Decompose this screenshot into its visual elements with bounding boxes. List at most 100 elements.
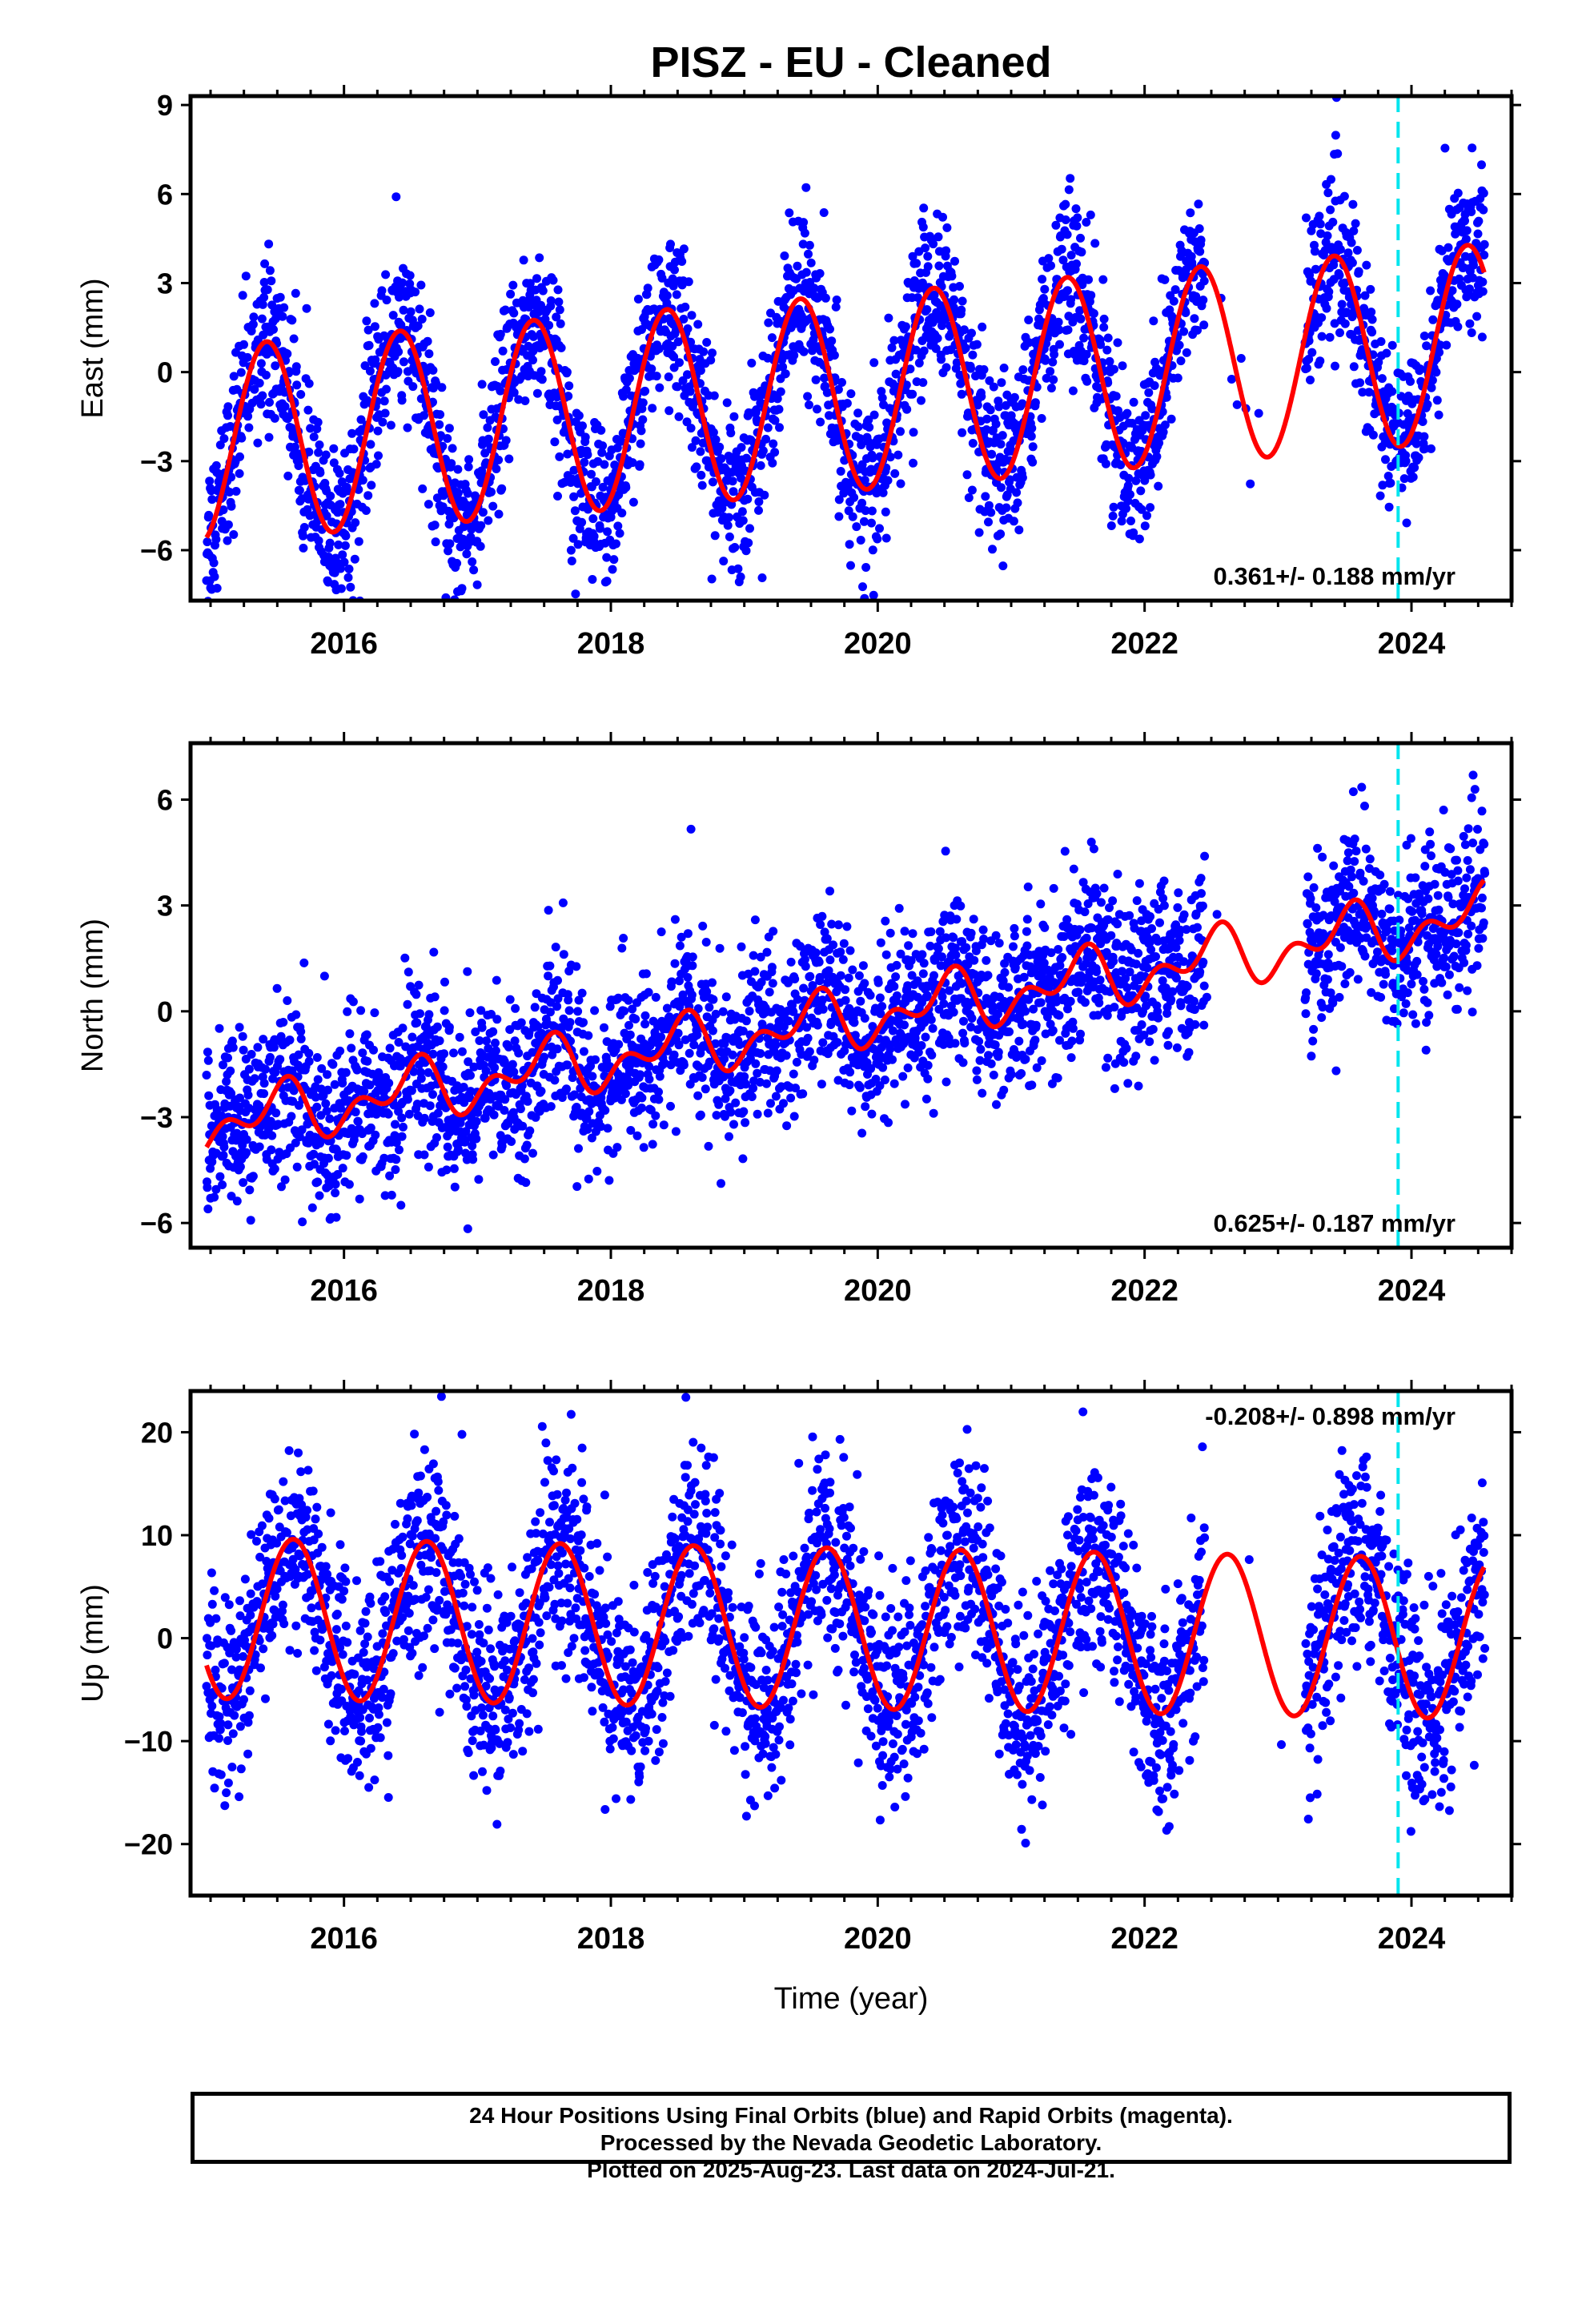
- north-data-point: [424, 1010, 434, 1019]
- east-data-point: [845, 540, 854, 549]
- east-data-point: [1460, 216, 1469, 226]
- east-data-point: [1103, 333, 1113, 343]
- east-data-point: [764, 318, 773, 328]
- north-data-point: [210, 1192, 219, 1202]
- north-data-point: [857, 1128, 867, 1138]
- north-data-point: [520, 1154, 529, 1164]
- east-data-point: [325, 538, 335, 548]
- north-data-point: [466, 1071, 475, 1080]
- north-data-point: [729, 1120, 738, 1129]
- east-data-point: [356, 415, 366, 424]
- east-data-point: [815, 269, 825, 278]
- east-data-point: [1447, 286, 1457, 296]
- east-data-point: [406, 307, 416, 316]
- east-data-point: [1117, 517, 1126, 526]
- east-data-point: [1193, 325, 1202, 335]
- east-data-point: [719, 557, 729, 566]
- north-data-point: [747, 1092, 757, 1101]
- east-data-point: [296, 390, 306, 399]
- north-data-point: [491, 1046, 500, 1055]
- north-data-point: [816, 920, 825, 929]
- north-data-point: [457, 1047, 467, 1056]
- east-data-point: [386, 420, 396, 430]
- east-data-point: [780, 251, 789, 260]
- east-data-point: [336, 564, 345, 573]
- north-data-point: [974, 1036, 984, 1046]
- east-data-point: [598, 441, 608, 451]
- east-data-point: [1111, 392, 1121, 401]
- north-data-point: [900, 927, 909, 936]
- north-data-point: [338, 1164, 347, 1173]
- east-data-point: [738, 516, 748, 525]
- east-data-point: [289, 334, 299, 344]
- north-data-point: [891, 972, 901, 982]
- east-data-point: [215, 440, 225, 450]
- east-data-point: [729, 487, 738, 497]
- east-data-point: [393, 367, 403, 376]
- north-data-point: [625, 1030, 635, 1039]
- east-data-point: [978, 322, 987, 332]
- east-data-point: [923, 251, 933, 261]
- east-data-point: [566, 545, 576, 555]
- north-data-point: [683, 973, 693, 982]
- east-data-point: [1367, 308, 1376, 317]
- north-data-point: [536, 1087, 546, 1096]
- north-data-point: [715, 943, 725, 953]
- east-data-point: [942, 246, 951, 255]
- north-data-point: [619, 934, 628, 943]
- east-data-point: [536, 367, 546, 376]
- east-data-point: [773, 394, 782, 404]
- east-data-point: [327, 616, 335, 625]
- east-data-point: [1440, 143, 1450, 153]
- east-data-point: [1469, 260, 1478, 270]
- east-data-point: [637, 325, 646, 334]
- east-data-point: [662, 299, 672, 308]
- east-data-point: [1383, 472, 1393, 480]
- east-data-point: [1071, 204, 1081, 214]
- east-data-point: [610, 460, 620, 470]
- north-data-point: [269, 1043, 279, 1052]
- east-data-point: [852, 522, 861, 532]
- east-data-point: [1190, 314, 1199, 324]
- east-data-point: [1041, 356, 1050, 365]
- east-data-point: [1123, 480, 1133, 490]
- north-data-point: [949, 933, 958, 943]
- east-data-point: [776, 387, 785, 396]
- east-data-point: [223, 520, 233, 529]
- east-data-point: [1374, 357, 1383, 367]
- east-data-point: [1046, 384, 1056, 393]
- east-data-point: [378, 417, 387, 427]
- north-data-point: [801, 962, 810, 971]
- north-data-point: [972, 1075, 982, 1084]
- north-data-point: [771, 1040, 781, 1050]
- east-data-point: [890, 468, 900, 478]
- north-data-point: [223, 1053, 232, 1063]
- north-data-point: [614, 1039, 624, 1049]
- north-data-point: [688, 952, 697, 962]
- north-data-point: [704, 1141, 713, 1151]
- east-data-point: [635, 460, 644, 469]
- east-data-point: [998, 431, 1007, 440]
- east-data-point: [1077, 247, 1086, 257]
- east-data-point: [1028, 442, 1038, 452]
- east-data-point: [555, 305, 564, 315]
- east-data-point: [633, 295, 643, 304]
- east-data-point: [1072, 221, 1082, 231]
- east-data-point: [877, 393, 887, 403]
- east-data-point: [341, 531, 351, 541]
- east-data-point: [309, 432, 319, 441]
- east-data-point: [1199, 320, 1209, 330]
- east-data-point: [725, 513, 733, 522]
- north-data-point: [849, 1018, 859, 1027]
- north-data-point: [671, 1127, 681, 1136]
- north-data-point: [817, 911, 827, 921]
- east-data-point: [881, 507, 890, 517]
- east-data-point: [1113, 338, 1122, 348]
- east-data-point: [354, 537, 363, 546]
- east-data-point: [989, 382, 998, 392]
- east-data-point: [1472, 312, 1482, 321]
- east-y-tick-label: 3: [157, 267, 173, 300]
- north-data-point: [490, 1063, 500, 1072]
- north-data-point: [514, 1048, 524, 1058]
